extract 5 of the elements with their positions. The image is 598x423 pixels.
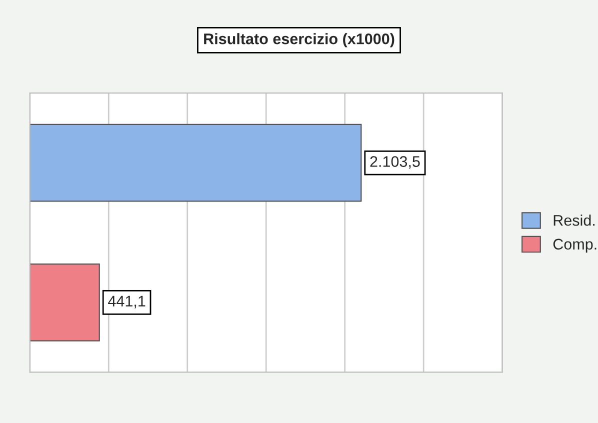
data-label: 441,1 [108,296,146,308]
legend-label: Resid. [554,214,595,226]
data-label: 2.103,5 [370,156,420,169]
legend-label: Comp. [553,238,596,253]
chart-title: Risultato esercizio (x1000) [204,33,394,48]
